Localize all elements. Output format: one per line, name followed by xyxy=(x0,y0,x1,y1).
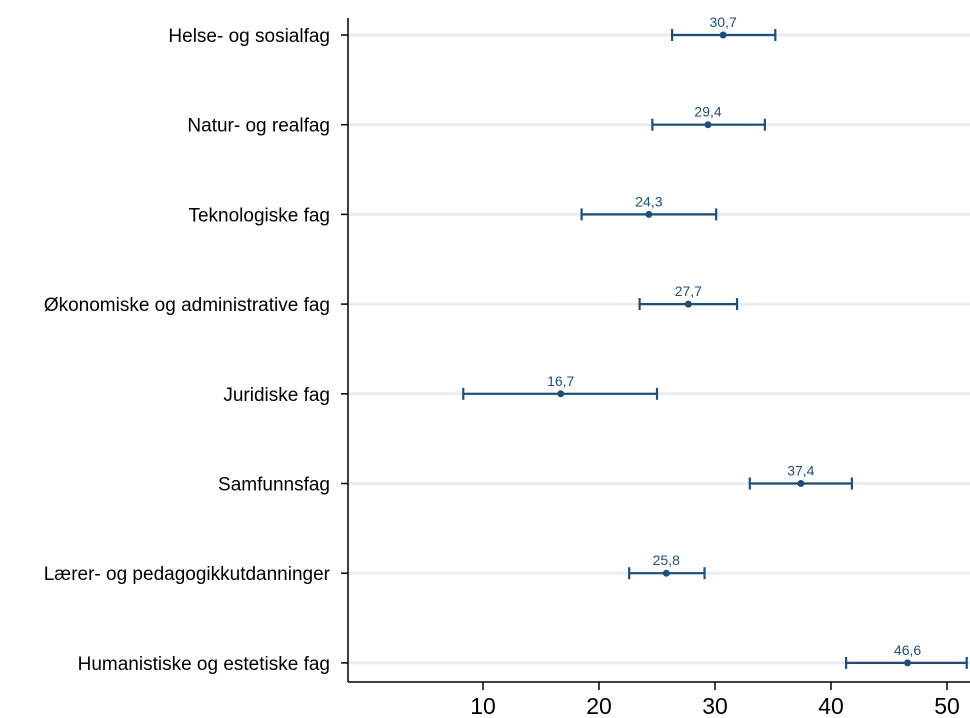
x-tick-label: 40 xyxy=(818,693,844,718)
category-label: Samfunnsfag xyxy=(218,475,330,496)
category-label: Helse- og sosialfag xyxy=(168,26,330,47)
data-points xyxy=(557,31,912,667)
data-point xyxy=(684,300,692,308)
grid-lines xyxy=(349,33,970,665)
data-label: 30,7 xyxy=(709,14,736,30)
category-label: Teknologiske fag xyxy=(188,205,330,226)
data-label: 24,3 xyxy=(635,193,662,209)
axes: 10 20 30 40 50 xyxy=(341,18,970,718)
x-tick-label: 10 xyxy=(470,693,496,718)
x-tick-label: 50 xyxy=(934,693,960,718)
category-label: Økonomiske og administrative fag xyxy=(44,295,330,316)
data-point xyxy=(662,569,670,577)
category-labels: Helse- og sosialfag Natur- og realfag Tekn… xyxy=(44,26,331,675)
data-point xyxy=(557,390,565,398)
category-label: Juridiske fag xyxy=(223,385,330,406)
data-label: 29,4 xyxy=(694,104,721,120)
data-label: 16,7 xyxy=(547,373,574,389)
data-label: 37,4 xyxy=(787,463,814,479)
data-label: 27,7 xyxy=(675,283,702,299)
data-point xyxy=(719,31,727,39)
data-point xyxy=(797,480,805,487)
data-point xyxy=(704,121,712,129)
category-label: Natur- og realfag xyxy=(187,116,330,137)
data-label: 46,6 xyxy=(894,642,921,658)
x-tick-label: 30 xyxy=(702,693,728,718)
data-point xyxy=(904,659,912,667)
category-label: Humanistiske og estetiske fag xyxy=(78,654,330,675)
data-point xyxy=(645,210,653,218)
x-tick-label: 20 xyxy=(586,693,612,718)
data-labels: 30,7 29,4 24,3 27,7 16,7 37,4 25,8 46,6 xyxy=(547,14,921,658)
data-label: 25,8 xyxy=(653,552,680,568)
category-label: Lærer- og pedagogikkutdanninger xyxy=(44,564,331,585)
